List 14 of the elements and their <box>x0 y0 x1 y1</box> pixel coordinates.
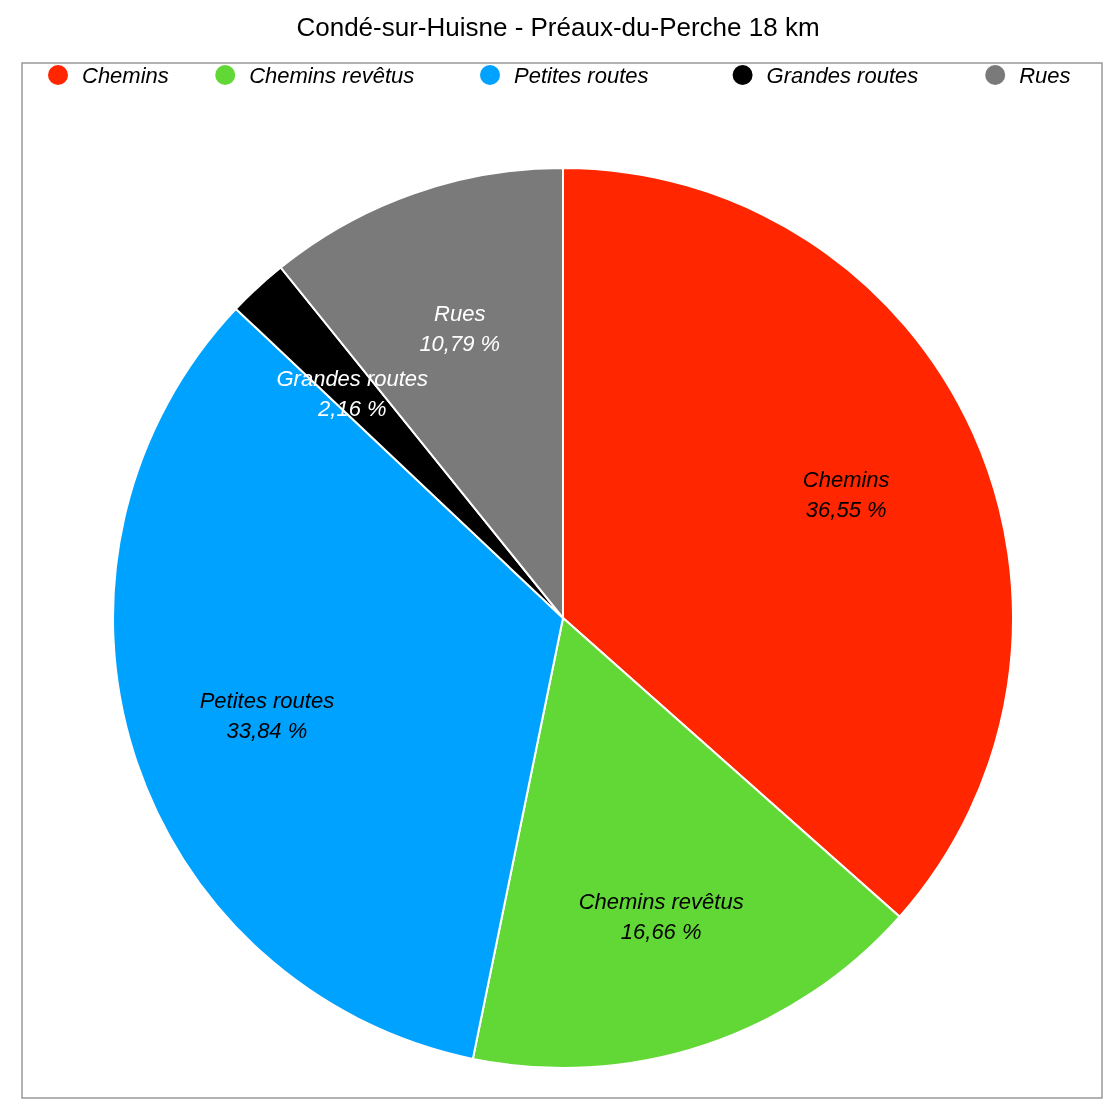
slice-label: Chemins <box>802 466 890 492</box>
legend-label: Grandes routes <box>766 63 919 88</box>
slice-label: Petites routes <box>199 687 335 713</box>
legend-label: Rues <box>1019 63 1071 88</box>
legend-label: Chemins <box>82 63 169 88</box>
data-label: 10,79 % <box>419 331 501 357</box>
slice-label: Rues <box>434 301 486 327</box>
data-label: 33,84 % <box>226 717 308 743</box>
data-label: 16,66 % <box>620 918 702 944</box>
legend-label: Petites routes <box>514 63 649 88</box>
legend-label: Chemins revêtus <box>249 63 415 88</box>
slice-label: Chemins revêtus <box>578 888 744 914</box>
data-label: 36,55 % <box>805 496 887 522</box>
chart-title: Condé-sur-Huisne - Préaux-du-Perche 18 km <box>296 12 820 42</box>
